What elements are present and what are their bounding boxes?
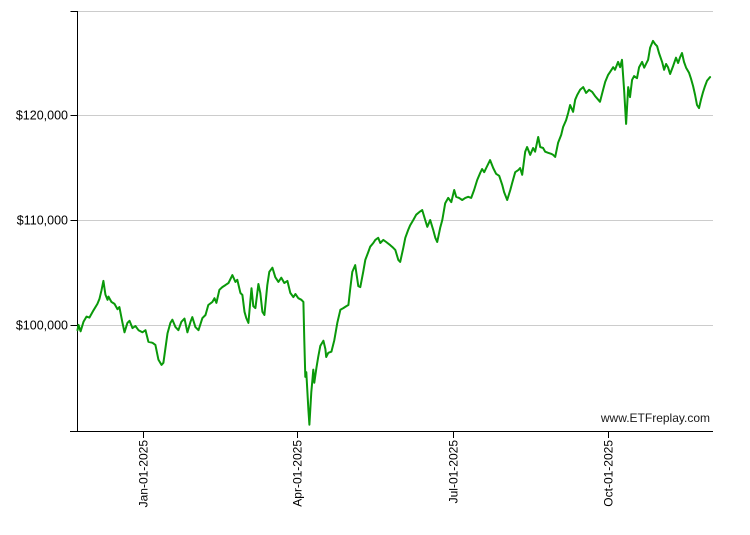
x-tick-label: Oct-01-2025	[602, 440, 616, 507]
watermark-label: www.ETFreplay.com	[600, 411, 710, 425]
y-tick-label: $120,000	[16, 109, 68, 123]
x-tick-label: Jan-01-2025	[137, 440, 151, 508]
y-tick-label: $110,000	[17, 214, 68, 228]
x-axis-labels: Jan-01-2025 Apr-01-2025 Jul-01-2025 Oct-01-…	[137, 440, 616, 508]
axes	[70, 11, 713, 438]
x-tick-label: Apr-01-2025	[291, 440, 305, 507]
y-axis-labels: $100,000 $110,000 $120,000	[16, 109, 68, 333]
y-tick-label: $100,000	[16, 319, 68, 333]
price-line	[76, 39, 712, 426]
x-tick-label: Jul-01-2025	[447, 440, 461, 504]
gridlines	[77, 11, 713, 326]
